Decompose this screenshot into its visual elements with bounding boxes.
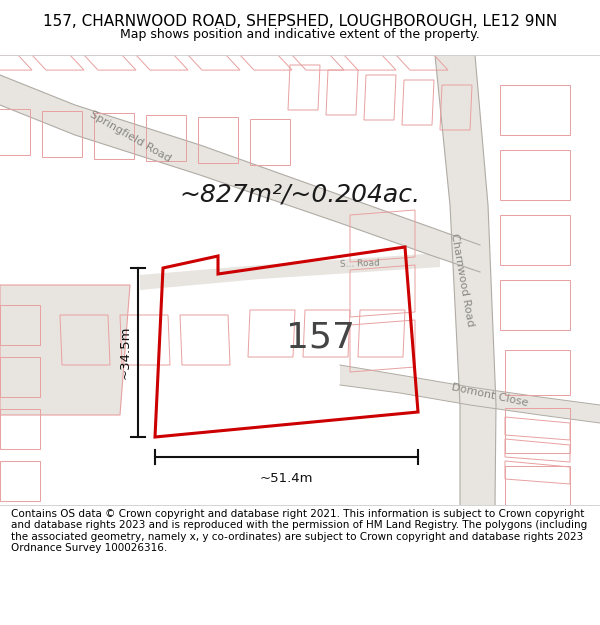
Text: Charnwood Road: Charnwood Road	[449, 232, 475, 328]
Text: Springfield Road: Springfield Road	[88, 110, 172, 164]
Text: ~51.4m: ~51.4m	[260, 472, 313, 485]
Text: S... Road: S... Road	[340, 259, 380, 269]
Text: ~827m²/~0.204ac.: ~827m²/~0.204ac.	[179, 183, 421, 207]
Text: Domont Close: Domont Close	[451, 382, 529, 408]
Polygon shape	[140, 253, 440, 290]
Text: ~34.5m: ~34.5m	[119, 326, 132, 379]
Text: Contains OS data © Crown copyright and database right 2021. This information is : Contains OS data © Crown copyright and d…	[11, 509, 587, 553]
Polygon shape	[0, 75, 480, 272]
Polygon shape	[0, 285, 130, 415]
Polygon shape	[435, 55, 496, 505]
Text: 157, CHARNWOOD ROAD, SHEPSHED, LOUGHBOROUGH, LE12 9NN: 157, CHARNWOOD ROAD, SHEPSHED, LOUGHBORO…	[43, 14, 557, 29]
Text: 157: 157	[286, 320, 355, 354]
Text: Map shows position and indicative extent of the property.: Map shows position and indicative extent…	[120, 28, 480, 41]
Polygon shape	[340, 365, 600, 423]
